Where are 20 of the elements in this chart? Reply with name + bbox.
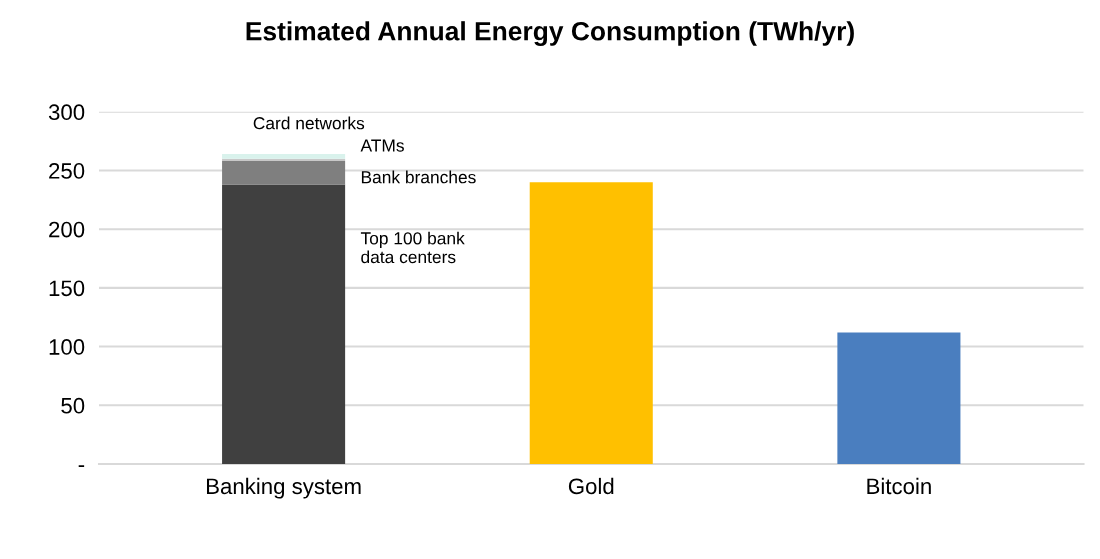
bar bbox=[222, 154, 346, 159]
y-tick-label: 200 bbox=[49, 221, 85, 238]
y-tick-label: - bbox=[78, 465, 85, 467]
bar bbox=[837, 332, 961, 464]
series-label: Card networks bbox=[253, 116, 365, 130]
x-tick-label: Banking system bbox=[206, 477, 361, 499]
y-tick-label: 150 bbox=[49, 280, 85, 297]
chart-title: Estimated Annual Energy Consumption (TWh/yr) bbox=[246, 21, 854, 46]
series-label: Bank branches bbox=[361, 170, 476, 184]
bar bbox=[529, 182, 653, 464]
y-tick-label: 50 bbox=[61, 397, 85, 414]
series-label: Top 100 bank data centers bbox=[360, 231, 465, 264]
y-tick-label: 100 bbox=[49, 339, 85, 355]
bar bbox=[222, 161, 346, 185]
x-tick-label: Gold bbox=[568, 477, 614, 495]
y-tick-label: 300 bbox=[48, 104, 85, 121]
bar bbox=[222, 184, 346, 464]
series-label: ATMs bbox=[360, 139, 404, 152]
x-tick-label: Bitcoin bbox=[867, 477, 931, 495]
y-tick-label: 250 bbox=[49, 163, 85, 179]
